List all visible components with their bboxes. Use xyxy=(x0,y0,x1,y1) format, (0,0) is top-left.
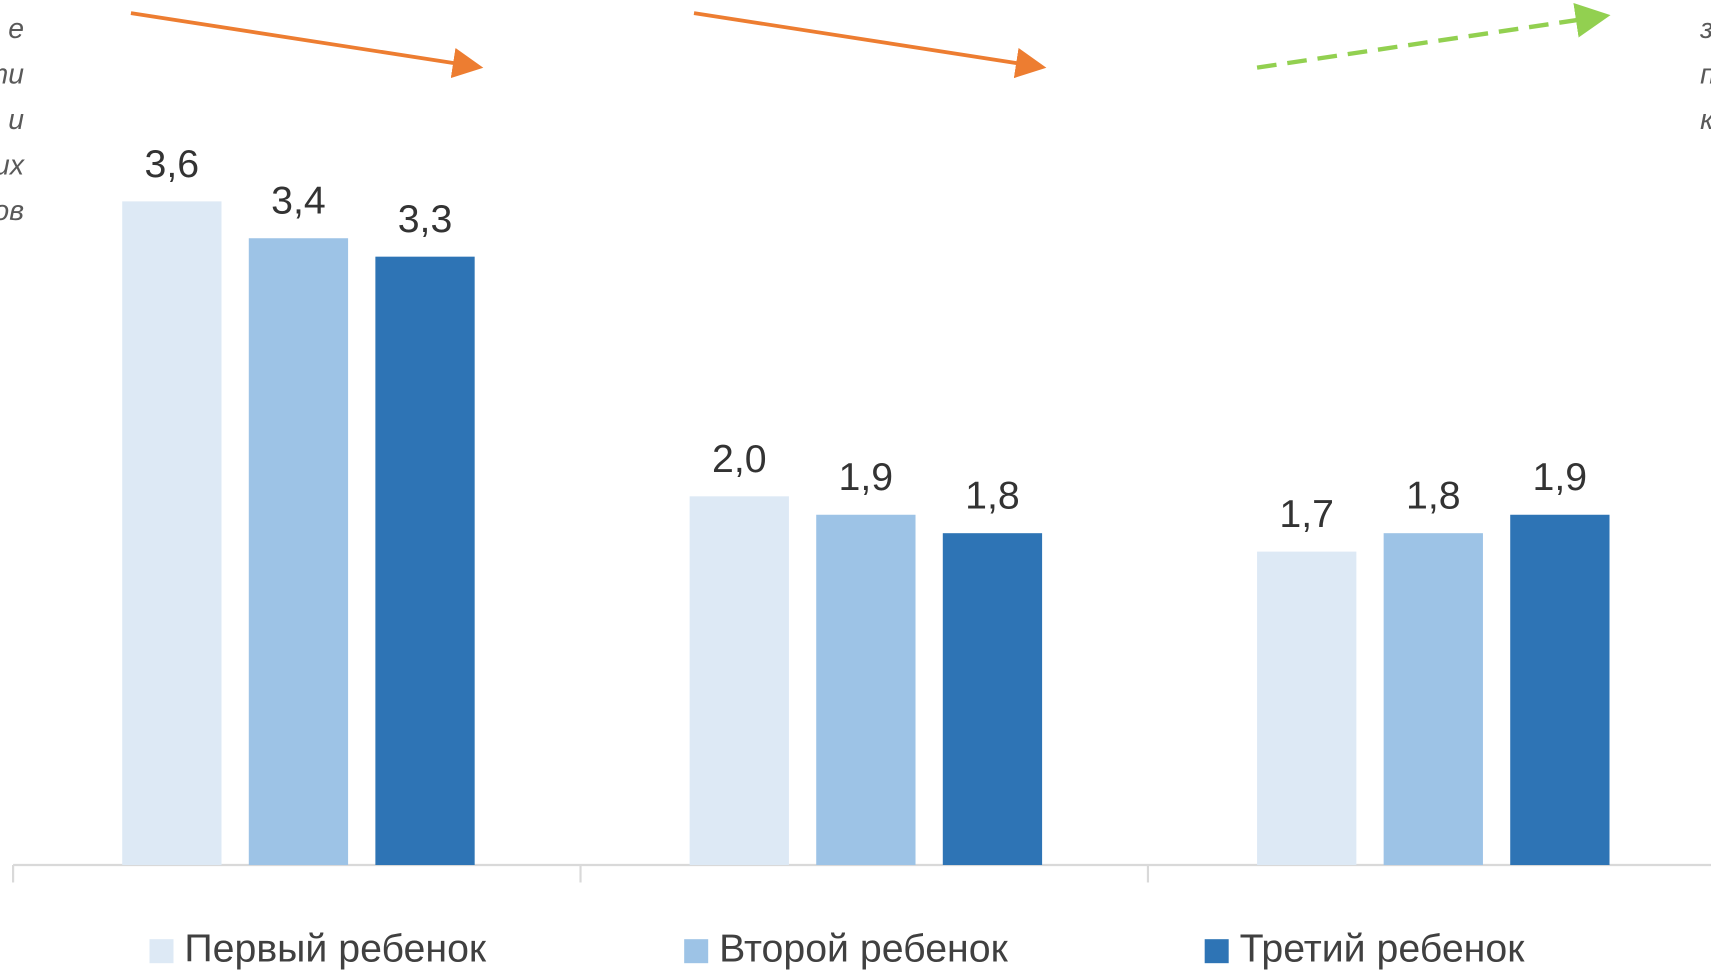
bar xyxy=(248,238,349,866)
annotation: их xyxy=(0,149,26,181)
annotation: и xyxy=(8,104,24,136)
bar xyxy=(689,496,789,866)
legend-label: Второй ребенок xyxy=(719,927,1008,971)
annotation: е xyxy=(8,13,24,45)
bar xyxy=(122,201,222,866)
value-label: 3,3 xyxy=(398,197,453,241)
annotation: п xyxy=(1700,59,1711,91)
bar xyxy=(942,533,1043,866)
annotation: ти xyxy=(0,59,24,91)
bar xyxy=(1383,533,1483,866)
legend-label: Третий ребенок xyxy=(1240,927,1526,971)
value-label: 2,0 xyxy=(712,437,767,481)
annotation: ов xyxy=(0,195,24,227)
value-label: 3,4 xyxy=(271,179,326,223)
annotation: к xyxy=(1700,104,1711,136)
legend-swatch xyxy=(684,939,709,964)
bar xyxy=(375,256,475,866)
value-label: 3,6 xyxy=(145,142,200,186)
value-label: 1,8 xyxy=(965,474,1020,518)
trend-arrow xyxy=(1256,2,1611,70)
bar xyxy=(1257,551,1357,866)
bar xyxy=(816,514,916,866)
value-label: 1,9 xyxy=(1533,455,1588,499)
trend-arrow xyxy=(130,11,484,79)
value-label: 1,8 xyxy=(1406,474,1461,518)
legend-swatch xyxy=(149,939,174,964)
value-label: 1,9 xyxy=(839,455,894,499)
legend-swatch xyxy=(1204,939,1229,964)
annotation: з xyxy=(1699,13,1711,45)
bar xyxy=(1510,514,1610,866)
legend-label: Первый ребенок xyxy=(184,927,487,971)
trend-arrow xyxy=(693,11,1047,79)
value-label: 1,7 xyxy=(1279,492,1334,536)
